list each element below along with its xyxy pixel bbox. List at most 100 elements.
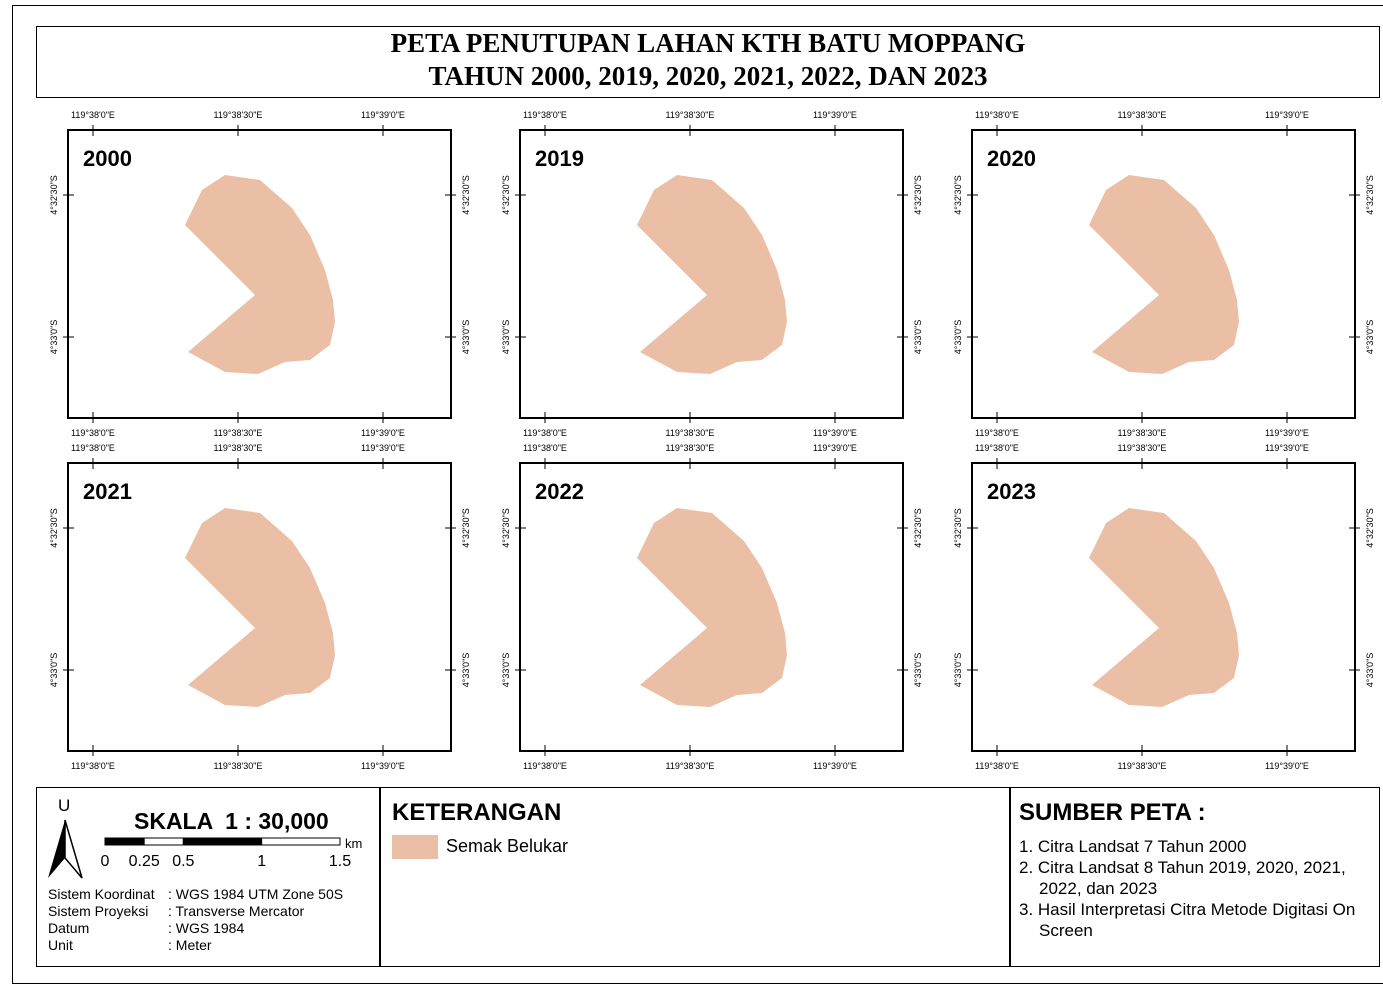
graticule-label: 4°32'30"S — [49, 175, 59, 215]
graticule-label: 119°39'0"E — [813, 443, 857, 453]
map-content — [967, 125, 1360, 423]
map-content — [63, 125, 456, 423]
outer-frame — [12, 5, 1383, 984]
source-item: 3. Hasil Interpretasi Citra Metode Digit… — [1019, 900, 1356, 940]
map-frame — [63, 458, 456, 756]
scale-segment — [261, 837, 341, 846]
graticule-label: 119°39'0"E — [813, 428, 857, 438]
land-cover-polygon — [637, 508, 787, 707]
graticule-label: 119°39'0"E — [813, 110, 857, 120]
info-label: Sistem Koordinat — [48, 886, 155, 902]
graticule-label: 119°38'30"E — [213, 428, 263, 438]
map-frame — [63, 125, 456, 423]
graticule-label: 119°38'0"E — [975, 443, 1019, 453]
graticule-label: 119°39'0"E — [1265, 761, 1309, 771]
land-cover-polygon — [185, 175, 335, 374]
scale-tick-label: 0.5 — [172, 853, 194, 870]
map-frame — [515, 458, 908, 756]
graticule-label: 119°38'30"E — [213, 761, 263, 771]
graticule-label: 119°38'30"E — [213, 110, 263, 120]
graticule-label: 119°39'0"E — [361, 761, 405, 771]
graticule-label: 119°39'0"E — [361, 443, 405, 453]
divider — [1009, 787, 1011, 967]
graticule-label: 119°38'30"E — [1117, 110, 1167, 120]
graticule-label: 119°39'0"E — [361, 428, 405, 438]
source-item: 2. Citra Landsat 8 Tahun 2019, 2020, 202… — [1019, 858, 1346, 898]
graticule-label: 4°32'30"S — [913, 508, 923, 548]
graticule-label: 4°33'0"S — [953, 319, 963, 355]
graticule-label: 4°33'0"S — [49, 319, 59, 355]
map-year: 2019 — [535, 146, 584, 171]
graticule-label: 119°39'0"E — [1265, 110, 1309, 120]
title-line: TAHUN 2000, 2019, 2020, 2021, 2022, DAN … — [428, 61, 988, 91]
scale-tick-label: 0.25 — [129, 853, 160, 870]
legend-swatch — [392, 835, 438, 859]
graticule-label: 4°32'30"S — [49, 508, 59, 548]
graticule-label: 4°32'30"S — [1365, 508, 1375, 548]
map-content — [967, 458, 1360, 756]
graticule-label: 4°32'30"S — [501, 508, 511, 548]
graticule-label: 4°33'0"S — [913, 652, 923, 688]
graticule-label: 4°33'0"S — [461, 319, 471, 355]
graticule-label: 119°38'0"E — [523, 428, 567, 438]
scale-tick-label: 0 — [101, 853, 110, 870]
graticule-label: 119°38'0"E — [71, 110, 115, 120]
map-year: 2000 — [83, 146, 132, 171]
divider — [379, 787, 381, 967]
title-line: PETA PENUTUPAN LAHAN KTH BATU MOPPANG — [390, 28, 1026, 58]
map-content — [515, 125, 908, 423]
graticule-label: 119°38'0"E — [523, 443, 567, 453]
source-item: 1. Citra Landsat 7 Tahun 2000 — [1019, 837, 1247, 856]
scale-unit: km — [345, 836, 362, 851]
graticule-label: 4°32'30"S — [953, 508, 963, 548]
graticule-label: 4°33'0"S — [501, 652, 511, 688]
graticule-label: 4°33'0"S — [501, 319, 511, 355]
graticule-label: 119°39'0"E — [813, 761, 857, 771]
graticule-label: 119°38'30"E — [1117, 443, 1167, 453]
map-year: 2021 — [83, 479, 132, 504]
map-year: 2020 — [987, 146, 1036, 171]
graticule-label: 4°33'0"S — [953, 652, 963, 688]
graticule-label: 119°38'0"E — [975, 761, 1019, 771]
graticule-label: 119°38'30"E — [665, 428, 715, 438]
graticule-label: 4°33'0"S — [461, 652, 471, 688]
info-label: Datum — [48, 920, 90, 936]
graticule-label: 119°39'0"E — [361, 110, 405, 120]
north-arrow — [48, 819, 83, 879]
map-frame — [515, 125, 908, 423]
graticule-label: 119°38'0"E — [523, 761, 567, 771]
graticule-label: 4°32'30"S — [461, 508, 471, 548]
graticule-label: 119°38'0"E — [71, 428, 115, 438]
graticule-label: 119°38'0"E — [71, 443, 115, 453]
sources-title: SUMBER PETA : — [1019, 799, 1206, 826]
graticule-label: 119°38'30"E — [1117, 761, 1167, 771]
north-label: U — [58, 796, 71, 815]
graticule-label: 119°38'30"E — [665, 110, 715, 120]
title-box — [36, 26, 1380, 98]
graticule-label: 119°38'30"E — [1117, 428, 1167, 438]
graticule-label: 119°38'30"E — [213, 443, 263, 453]
map-frame — [967, 125, 1360, 423]
graticule-label: 119°39'0"E — [1265, 443, 1309, 453]
graticule-label: 119°38'30"E — [665, 443, 715, 453]
legend-title: KETERANGAN — [392, 799, 562, 826]
land-cover-polygon — [637, 175, 787, 374]
info-label: Sistem Proyeksi — [48, 903, 149, 919]
graticule-label: 4°32'30"S — [501, 175, 511, 215]
map-content — [515, 458, 908, 756]
graticule-label: 4°33'0"S — [1365, 319, 1375, 355]
info-value: : WGS 1984 — [168, 920, 245, 936]
graticule-label: 4°33'0"S — [1365, 652, 1375, 688]
info-value: : Meter — [168, 937, 212, 953]
graticule-label: 119°38'30"E — [665, 761, 715, 771]
info-value: : WGS 1984 UTM Zone 50S — [168, 886, 344, 902]
land-cover-polygon — [185, 508, 335, 707]
graticule-label: 4°32'30"S — [461, 175, 471, 215]
map-year: 2022 — [535, 479, 584, 504]
scale-segment — [143, 837, 184, 846]
scale-title: SKALA 1 : 30,000 — [134, 808, 329, 834]
graticule-label: 4°32'30"S — [1365, 175, 1375, 215]
graticule-label: 4°32'30"S — [953, 175, 963, 215]
graticule-label: 119°38'0"E — [975, 110, 1019, 120]
